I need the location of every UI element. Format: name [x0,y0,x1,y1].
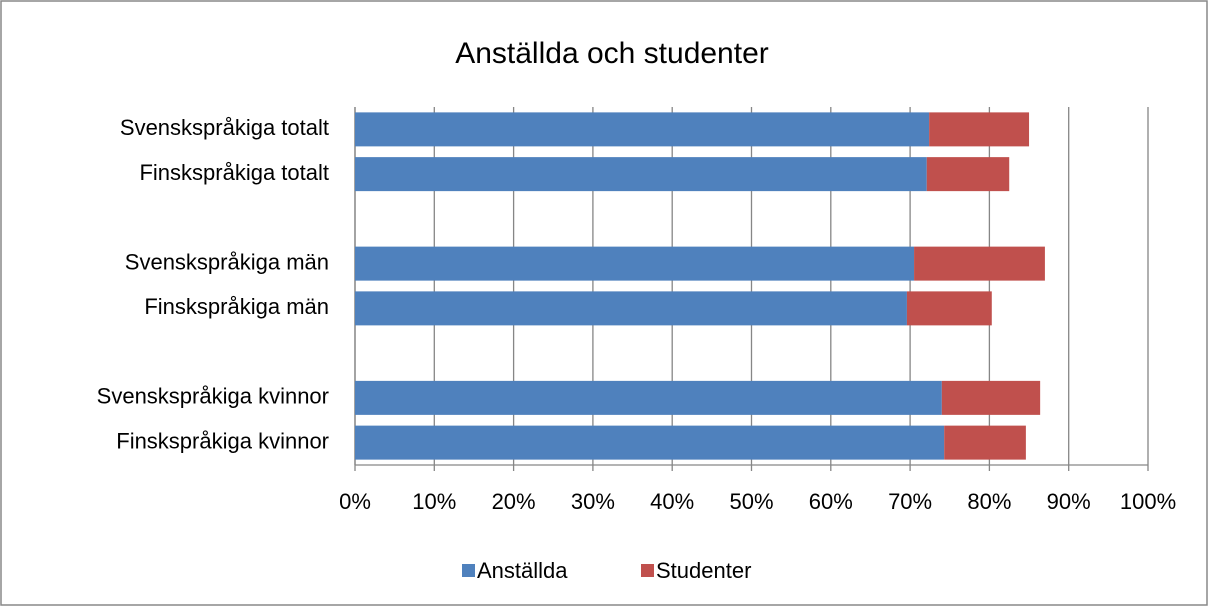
y-tick-label: Svenskspråkiga kvinnor [97,384,329,409]
bar-segment [906,291,992,326]
legend-swatch [641,564,654,577]
bar-segment [941,380,1041,415]
x-tick-label: 10% [412,489,456,514]
bar-segment [355,291,907,326]
bar-segment [355,157,927,192]
bar-segment [914,246,1045,281]
bar-segment [926,157,1010,192]
legend-label: Anställda [477,558,568,583]
y-tick-label: Svenskspråkiga totalt [120,115,329,140]
legend-swatch [462,564,475,577]
x-tick-label: 30% [571,489,615,514]
bar-segment [944,425,1026,460]
x-tick-label: 60% [809,489,853,514]
chart-title: Anställda och studenter [455,37,769,70]
bar-segment [355,246,915,281]
x-tick-label: 70% [888,489,932,514]
y-tick-label: Finskspråkiga totalt [139,160,329,185]
x-tick-label: 20% [492,489,536,514]
bar-segment [355,112,930,147]
y-tick-label: Finskspråkiga kvinnor [116,428,329,453]
x-tick-label: 80% [967,489,1011,514]
x-tick-label: 0% [339,489,371,514]
y-tick-label: Svenskspråkiga män [125,249,329,274]
x-tick-label: 40% [650,489,694,514]
bar-segment [929,112,1030,147]
legend-label: Studenter [656,558,751,583]
x-tick-label: 100% [1120,489,1176,514]
bar-segment [355,380,942,415]
x-tick-label: 50% [729,489,773,514]
bar-segment [355,425,945,460]
x-tick-label: 90% [1047,489,1091,514]
y-tick-label: Finskspråkiga män [144,294,329,319]
